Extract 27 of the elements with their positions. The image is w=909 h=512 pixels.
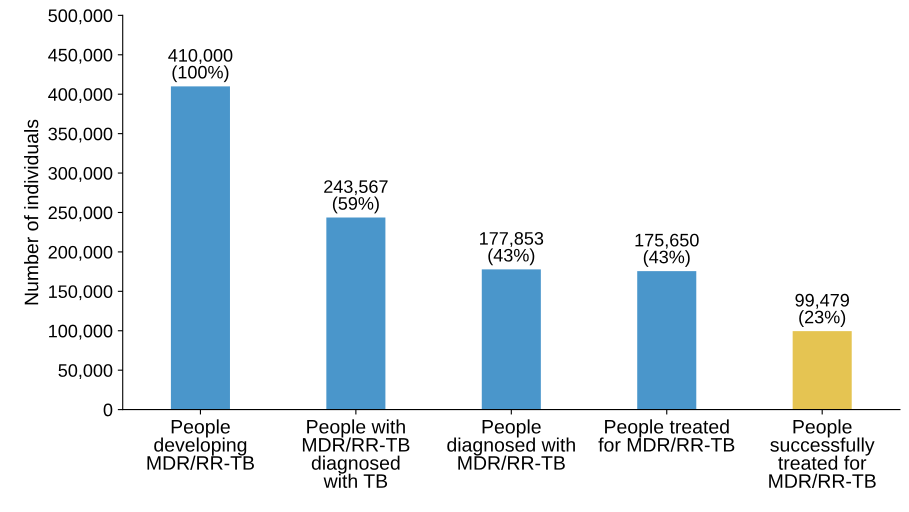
y-tick-label: 250,000 [48,206,112,222]
x-tick-label: People developing MDR/RR-TB [147,419,254,470]
y-tick-label: 400,000 [48,88,112,104]
y-tick-label: 100,000 [49,324,112,340]
data-label: 243,567 (59%) [324,180,388,214]
y-tick-label: 450,000 [48,48,112,64]
data-label: 175,650 (43%) [636,234,699,267]
bar [482,269,541,410]
y-tick-label: 300,000 [48,166,112,182]
y-tick-label: 0 [104,404,112,416]
y-tick-label: 350,000 [48,128,112,142]
data-label: 410,000 (100%) [168,48,232,82]
x-tick-label: People successfully treated for MDR/RR-TB [769,419,876,488]
y-tick-label: 200,000 [48,246,112,261]
bar [326,218,386,410]
y-axis-title: Number of individuals [24,120,38,304]
data-label: 99,479 (23%) [795,294,849,327]
bar [792,331,852,410]
x-tick-label: People diagnosed with MDR/RR-TB [447,419,575,470]
y-tick-label: 50,000 [58,364,112,380]
bar [637,271,696,410]
x-tick-label: People with MDR/RR-TB diagnosed with TB [302,419,410,488]
bar [170,86,230,410]
data-label: 177,853 (43%) [480,232,544,266]
y-tick-label: 500,000 [48,9,112,24]
y-tick-label: 150,000 [49,285,112,300]
x-tick-label: People treated for MDR/RR-TB [598,419,734,452]
